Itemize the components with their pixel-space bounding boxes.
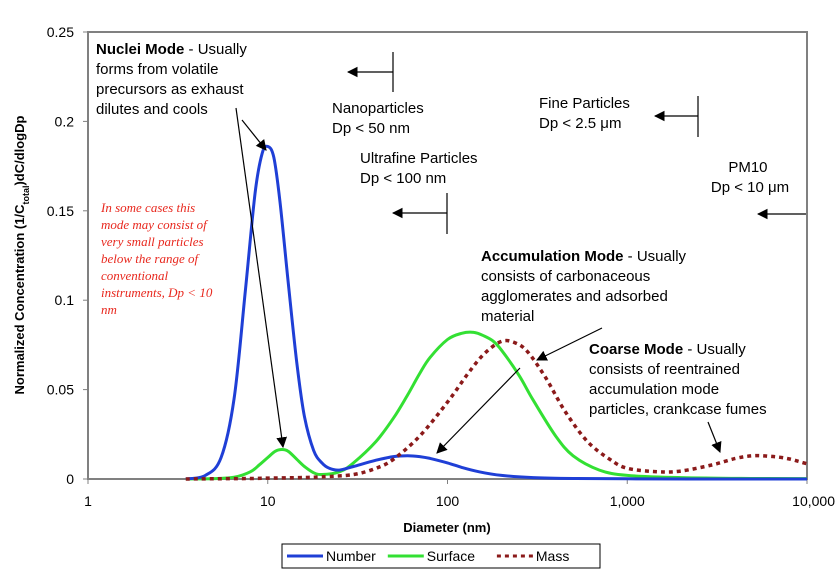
fine-particles-line-2: Dp < 2.5 bbox=[539, 115, 600, 132]
ultrafine-line-1: Ultrafine Particles bbox=[360, 150, 478, 167]
fine-particles-label: Fine Particles Dp < 2.5 μm bbox=[539, 95, 634, 132]
coarse-mode-line-4: particles, crankcase fumes bbox=[589, 401, 767, 418]
nuclei-mode-line-2: forms from volatile bbox=[96, 61, 219, 78]
nuclei-mode-line-3: precursors as exhaust bbox=[96, 81, 244, 98]
y-axis-title-subscript: total bbox=[21, 186, 31, 205]
coarse-mode-line-3: accumulation mode bbox=[589, 381, 719, 398]
series-line-number bbox=[185, 144, 807, 481]
y-tick-label: 0.2 bbox=[55, 113, 75, 129]
x-axis-title: Diameter (nm) bbox=[403, 520, 490, 535]
x-tick-label: 10,000 bbox=[792, 493, 835, 509]
nuclei-mode-line-4: dilutes and cools bbox=[96, 101, 208, 118]
nuclei-mode-arrow bbox=[235, 107, 288, 449]
accumulation-mode-line-2: consists of carbonaceous bbox=[481, 268, 650, 285]
nuclei-mode-arrow-short bbox=[241, 119, 267, 151]
x-tick-label: 100 bbox=[436, 493, 460, 509]
coarse-mode-note: Coarse Mode - Usually consists of reentr… bbox=[589, 341, 767, 418]
legend-label-surface: Surface bbox=[427, 548, 475, 564]
pm10-line-2-text: Dp < 10 bbox=[711, 179, 768, 196]
coarse-mode-line-2: consists of reentrained bbox=[589, 361, 740, 378]
y-axis-title: Normalized Concentration (1/Ctotal)dC/dl… bbox=[12, 115, 31, 394]
ultrafine-line-2: Dp < 100 nm bbox=[360, 170, 446, 187]
small-particles-line-7: nm bbox=[101, 302, 117, 317]
pm10-line-2: Dp < 10 μm bbox=[711, 179, 789, 196]
accumulation-mode-line-3: agglomerates and adsorbed bbox=[481, 288, 668, 305]
accumulation-mode-arrow-1 bbox=[536, 327, 603, 361]
coarse-mode-arrow bbox=[707, 421, 722, 454]
legend-label-mass: Mass bbox=[536, 548, 569, 564]
legend: Number Surface Mass bbox=[281, 543, 601, 569]
pm10-label: PM10 Dp < 10 μm bbox=[711, 159, 789, 196]
x-tick-label: 10 bbox=[260, 493, 276, 509]
nuclei-mode-title: Nuclei Mode bbox=[96, 41, 184, 58]
fine-particles-unit: μm bbox=[600, 115, 621, 132]
small-particles-line-4: below the range of bbox=[101, 251, 201, 266]
axis-ticks: 0 0.05 0.1 0.15 0.2 0.25 1 10 100 1,000 10,000 bbox=[47, 24, 835, 509]
accumulation-mode-title: Accumulation Mode bbox=[481, 248, 624, 265]
small-particles-line-6: instruments, Dp < 10 bbox=[101, 285, 213, 300]
nanoparticles-label: Nanoparticles Dp < 50 nm bbox=[332, 100, 428, 137]
y-axis-title-tail: )dC/dlogDp bbox=[12, 115, 27, 185]
legend-box bbox=[281, 543, 601, 569]
small-particles-line-3: very small particles bbox=[101, 234, 204, 249]
nanoparticles-line-1: Nanoparticles bbox=[332, 100, 424, 117]
ultrafine-label: Ultrafine Particles Dp < 100 nm bbox=[360, 150, 482, 187]
pm10-unit: μm bbox=[768, 179, 789, 196]
y-tick-label: 0 bbox=[66, 471, 74, 487]
nuclei-mode-title-rest: - Usually bbox=[184, 41, 247, 58]
small-particles-note: In some cases this mode may consist of v… bbox=[100, 200, 216, 317]
small-particles-line-1: In some cases this bbox=[100, 200, 195, 215]
plot-area-frame bbox=[87, 31, 808, 480]
accumulation-mode-note: Accumulation Mode - Usually consists of … bbox=[481, 248, 690, 325]
accumulation-mode-arrow-2 bbox=[436, 367, 521, 454]
accumulation-mode-line-4: material bbox=[481, 308, 534, 325]
y-axis-title-main: Normalized Concentration (1/C bbox=[12, 204, 27, 395]
y-tick-label: 0.25 bbox=[47, 24, 74, 40]
accumulation-mode-title-rest: - Usually bbox=[624, 248, 687, 265]
series-line-surface bbox=[185, 330, 808, 481]
coarse-mode-title: Coarse Mode bbox=[589, 341, 683, 358]
y-tick-label: 0.05 bbox=[47, 382, 74, 398]
series-lines bbox=[185, 144, 808, 481]
x-tick-label: 1 bbox=[84, 493, 92, 509]
fine-particles-line-1: Fine Particles bbox=[539, 95, 630, 112]
legend-label-number: Number bbox=[326, 548, 376, 564]
pm10-line-1: PM10 bbox=[728, 159, 767, 176]
coarse-mode-title-rest: - Usually bbox=[683, 341, 746, 358]
x-tick-label: 1,000 bbox=[610, 493, 645, 509]
y-tick-label: 0.15 bbox=[47, 203, 74, 219]
small-particles-line-2: mode may consist of bbox=[101, 217, 209, 232]
nuclei-mode-note: Nuclei Mode - Usually forms from volatil… bbox=[96, 41, 251, 118]
series-line-mass bbox=[185, 338, 808, 481]
nanoparticles-line-2: Dp < 50 nm bbox=[332, 120, 410, 137]
small-particles-line-5: conventional bbox=[101, 268, 169, 283]
y-tick-label: 0.1 bbox=[55, 292, 75, 308]
legend-items: Number Surface Mass bbox=[287, 548, 569, 564]
